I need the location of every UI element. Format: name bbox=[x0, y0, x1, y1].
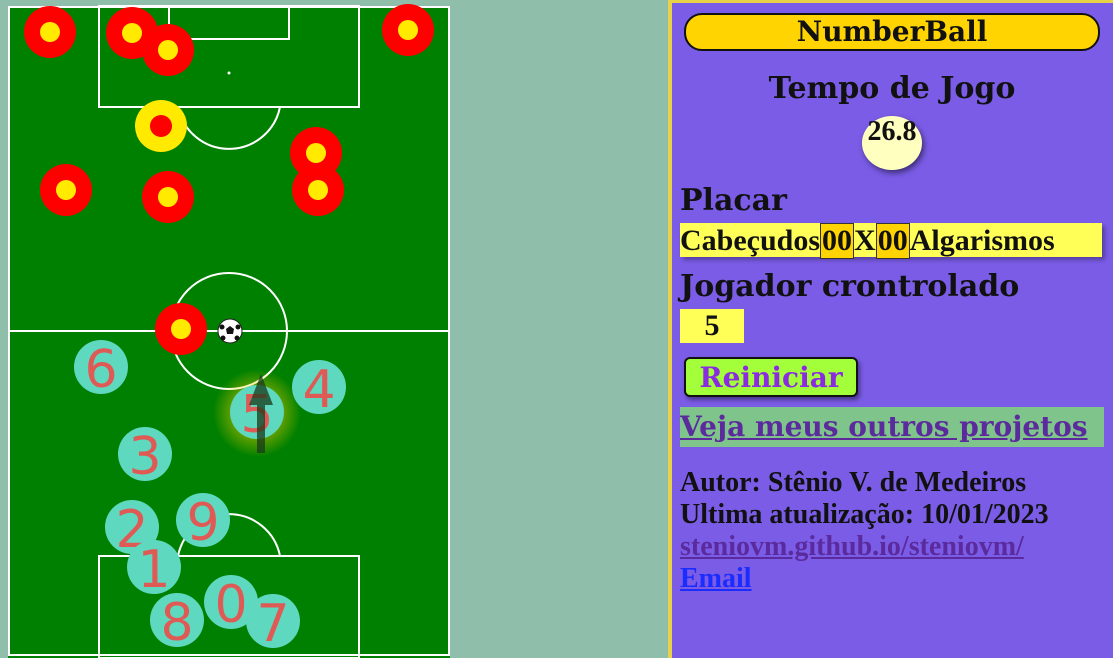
author-text: Autor: Stênio V. de Medeiros bbox=[680, 467, 1027, 498]
enemy-player bbox=[382, 4, 434, 56]
score-right: 00 bbox=[875, 223, 910, 259]
controlled-player-label: Jogador crontrolado bbox=[680, 269, 1020, 304]
player-6: 6 bbox=[74, 340, 128, 400]
enemy-player bbox=[40, 164, 92, 216]
other-projects-link[interactable]: Veja meus outros projetos bbox=[680, 407, 1104, 447]
enemy-player bbox=[142, 24, 194, 76]
time-label: Tempo de Jogo bbox=[768, 71, 1016, 106]
player-3: 3 bbox=[118, 427, 172, 487]
controlled-player-value: 5 bbox=[680, 309, 744, 343]
site-link[interactable]: steniovm.github.io/steniovm/ bbox=[680, 531, 1024, 562]
updated-text: Ultima atualização: 10/01/2023 bbox=[680, 499, 1049, 530]
scoreboard: Cabeçudos00X00Algarismos bbox=[680, 223, 1102, 259]
score-left: 00 bbox=[820, 223, 855, 259]
svg-text:6: 6 bbox=[84, 340, 117, 400]
player-0: 0 bbox=[204, 575, 258, 635]
player-8: 8 bbox=[150, 593, 204, 653]
game-field[interactable]: 6 4 5 3 2 9 1 8 0 7 bbox=[0, 0, 456, 658]
time-value: 26.8 bbox=[862, 116, 922, 170]
field-canvas[interactable]: 6 4 5 3 2 9 1 8 0 7 bbox=[0, 0, 456, 658]
svg-text:3: 3 bbox=[128, 427, 161, 487]
direction-arrow-icon bbox=[249, 374, 273, 453]
enemy-player bbox=[24, 6, 76, 58]
team-right-name: Algarismos bbox=[909, 224, 1055, 257]
enemy-player bbox=[155, 303, 207, 355]
team-left-name: Cabeçudos bbox=[680, 224, 821, 257]
info-panel: NumberBall Tempo de Jogo 26.8 Placar Cab… bbox=[668, 0, 1113, 658]
svg-text:0: 0 bbox=[214, 575, 247, 635]
player-9: 9 bbox=[176, 493, 230, 553]
enemy-player bbox=[290, 127, 342, 179]
ball bbox=[217, 318, 243, 344]
player-4: 4 bbox=[292, 360, 346, 420]
svg-text:8: 8 bbox=[160, 593, 193, 653]
enemy-team bbox=[24, 4, 434, 355]
svg-text:7: 7 bbox=[256, 594, 289, 654]
score-separator: X bbox=[854, 224, 876, 257]
enemy-goalkeeper bbox=[135, 100, 187, 152]
email-link[interactable]: Email bbox=[680, 563, 752, 594]
enemy-player bbox=[292, 164, 344, 216]
svg-text:4: 4 bbox=[302, 360, 335, 420]
game-title: NumberBall bbox=[684, 13, 1100, 51]
player-7: 7 bbox=[246, 594, 300, 654]
enemy-player bbox=[142, 171, 194, 223]
restart-button[interactable]: Reiniciar bbox=[684, 357, 858, 397]
player-1: 1 bbox=[127, 540, 181, 600]
svg-text:9: 9 bbox=[186, 493, 219, 553]
svg-text:1: 1 bbox=[137, 540, 170, 600]
score-label: Placar bbox=[680, 183, 787, 218]
